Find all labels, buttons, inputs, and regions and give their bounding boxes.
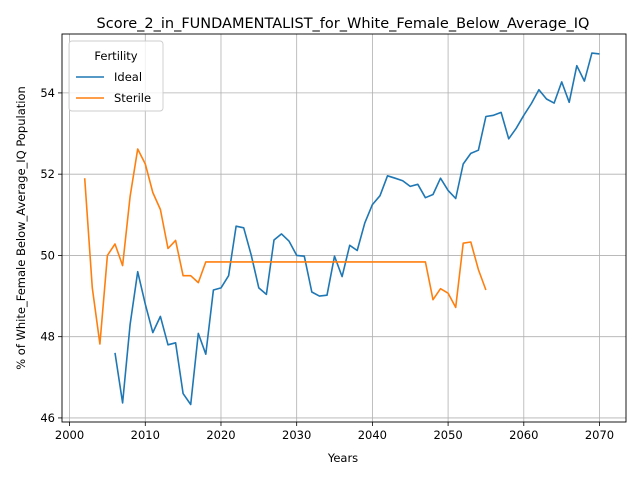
legend: Fertility Ideal Sterile — [68, 40, 164, 112]
plot-frame — [61, 33, 627, 423]
grid — [62, 34, 626, 422]
legend-box — [68, 40, 164, 112]
y-axis-label: % of White_Female Below_Average_IQ Popul… — [14, 86, 28, 370]
y-tick-label: 54 — [40, 86, 55, 100]
y-axis-ticks: 46 48 50 52 54 — [40, 86, 62, 425]
y-tick-label: 52 — [40, 167, 55, 181]
x-axis-label: Years — [327, 451, 358, 465]
x-tick-label: 2040 — [358, 428, 387, 442]
x-tick-label: 2010 — [131, 428, 160, 442]
y-tick-label: 46 — [40, 411, 55, 425]
legend-label-ideal: Ideal — [114, 70, 142, 84]
y-tick-label: 50 — [40, 248, 55, 262]
series-line-sterile — [83, 148, 487, 345]
series-lines — [83, 52, 600, 406]
x-tick-label: 2050 — [433, 428, 462, 442]
y-tick-label: 48 — [40, 330, 55, 344]
x-axis-ticks: 2000 2010 2020 2030 2040 2050 2060 2070 — [55, 422, 614, 442]
legend-title: Fertility — [94, 49, 137, 63]
x-tick-label: 2000 — [55, 428, 84, 442]
series-line-ideal — [114, 52, 600, 406]
x-tick-label: 2060 — [509, 428, 538, 442]
legend-label-sterile: Sterile — [114, 91, 151, 105]
x-tick-label: 2020 — [206, 428, 235, 442]
x-tick-label: 2030 — [282, 428, 311, 442]
x-tick-label: 2070 — [585, 428, 614, 442]
chart-title: Score_2_in_FUNDAMENTALIST_for_White_Fema… — [97, 16, 590, 32]
